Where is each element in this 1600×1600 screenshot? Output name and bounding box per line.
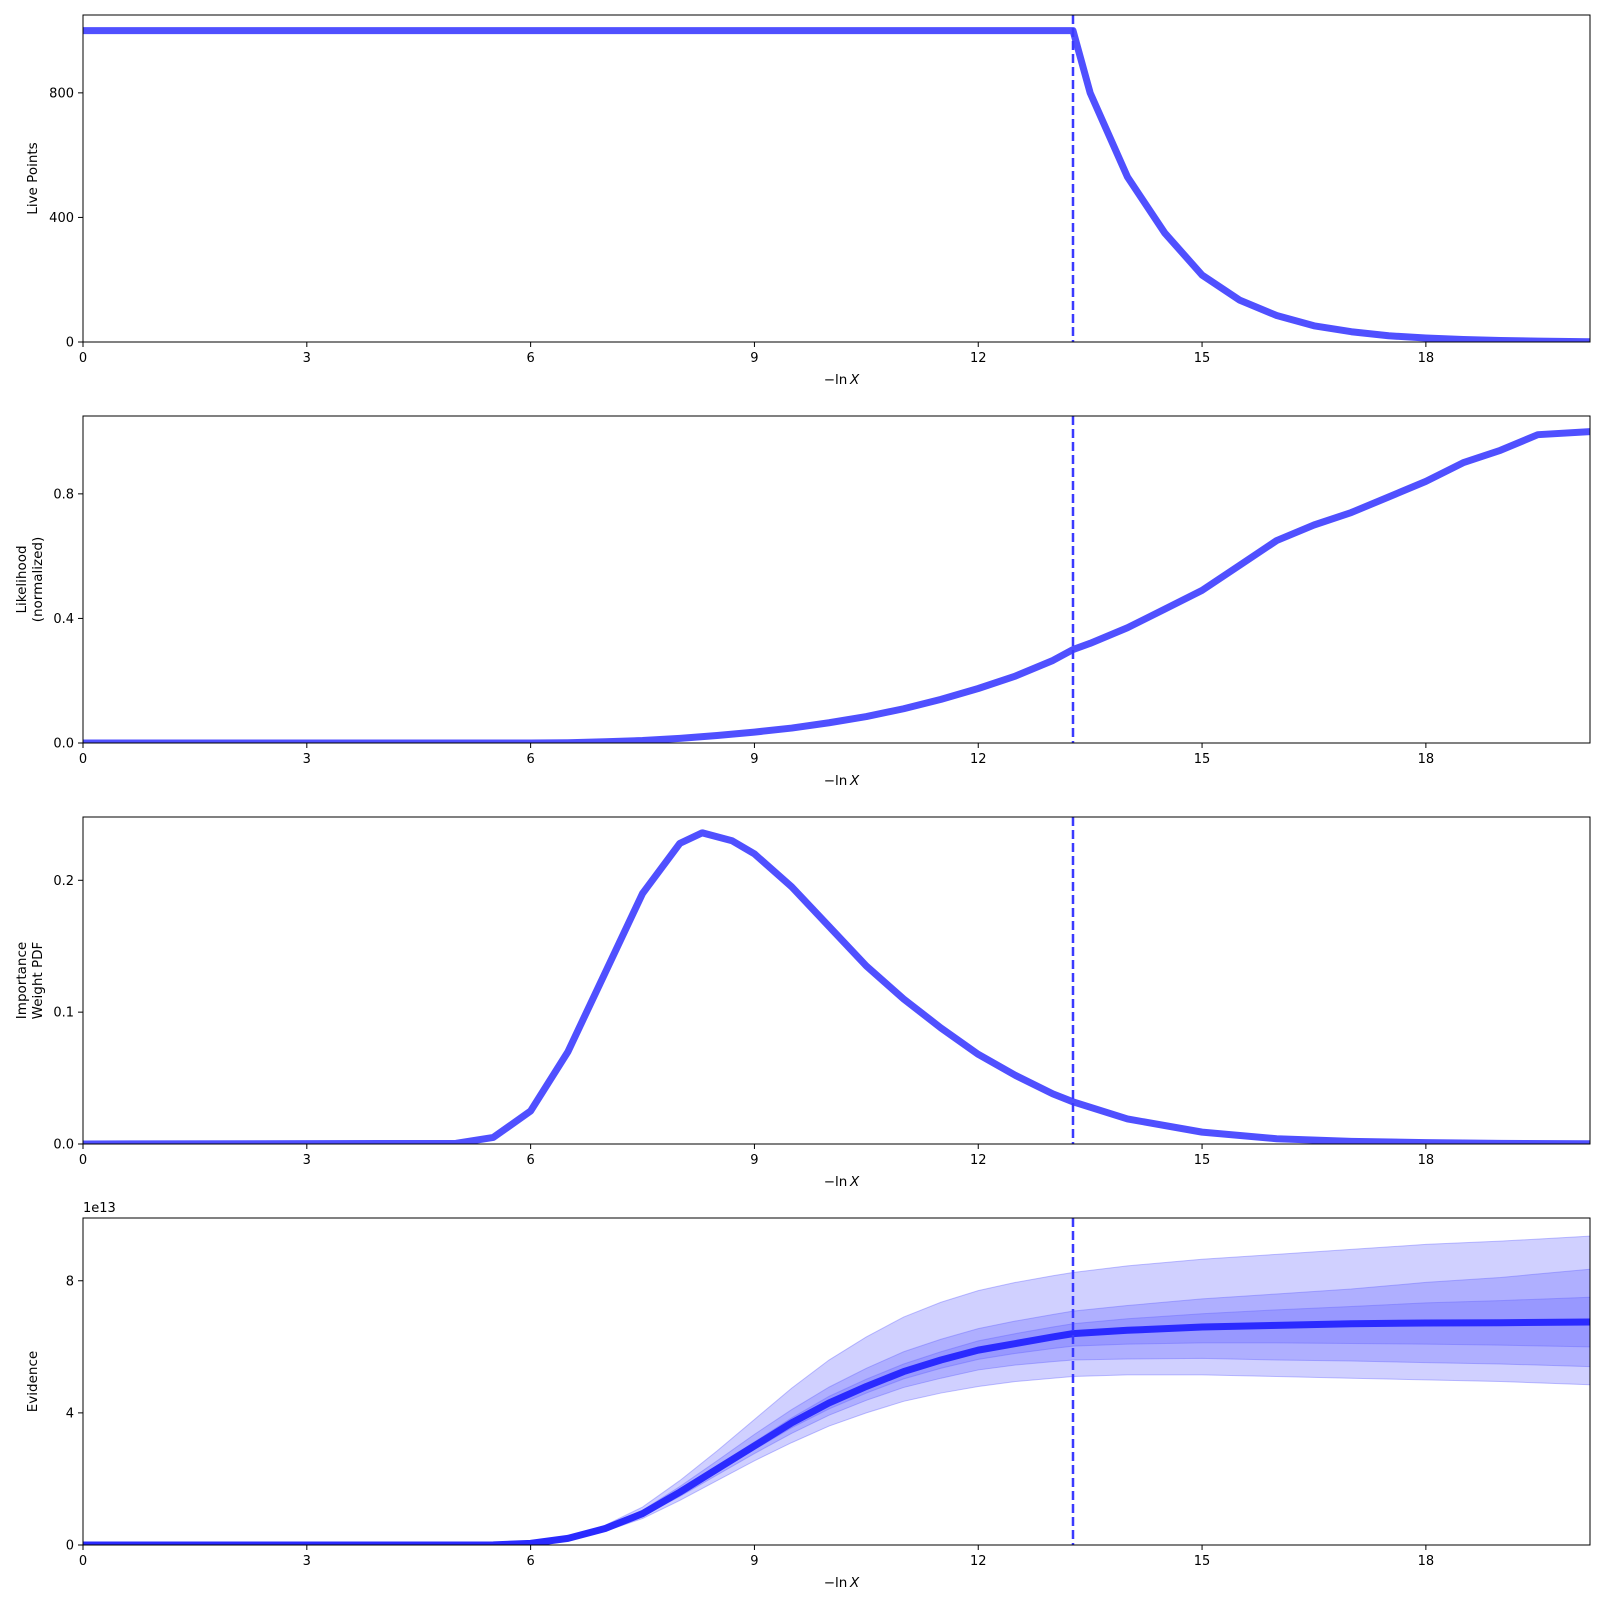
- x-tick-label: 15: [1194, 752, 1211, 767]
- x-tick-label: 18: [1418, 1554, 1435, 1569]
- y-tick-label: 0: [66, 1539, 74, 1554]
- x-tick-label: 9: [750, 1554, 758, 1569]
- evidence-median-line: [83, 1318, 1590, 1545]
- series-line-1: [83, 27, 1590, 342]
- y-tick-label: 0.2: [53, 874, 74, 889]
- x-tick-label: 3: [303, 752, 311, 767]
- axes-frame: [82, 14, 1591, 343]
- x-tick-label: 6: [526, 1153, 534, 1168]
- x-tick-label: 0: [79, 1554, 87, 1569]
- x-tick-label: 3: [303, 1554, 311, 1569]
- y-tick-label: 0.0: [53, 1138, 74, 1153]
- x-tick-label: 12: [970, 752, 987, 767]
- panel-4: 0 3 6 9 12 15 18 0 4 8 −ln X Evidence 1e13: [25, 1201, 1591, 1591]
- axes-frame: [82, 816, 1591, 1145]
- y-tick-label: 400: [49, 211, 74, 226]
- x-tick-label: 3: [303, 351, 311, 366]
- y-tick-label: 0: [66, 336, 74, 351]
- x-tick-label: 18: [1418, 1153, 1435, 1168]
- x-tick-label: 6: [526, 351, 534, 366]
- x-tick-label: 15: [1194, 351, 1211, 366]
- y-tick-label: 4: [66, 1406, 74, 1421]
- x-tick-label: 0: [79, 752, 87, 767]
- y-tick-label: 0.1: [53, 1006, 74, 1021]
- plot-area: [83, 1218, 1590, 1545]
- x-tick-label: 18: [1418, 351, 1435, 366]
- x-axis-label: −ln X: [824, 773, 860, 789]
- plot-area: [83, 817, 1590, 1144]
- x-tick-label: 0: [79, 1153, 87, 1168]
- y-tick-label: 0.4: [53, 612, 74, 627]
- x-tick-label: 3: [303, 1153, 311, 1168]
- x-tick-label: 6: [526, 1554, 534, 1569]
- plot-area: [83, 15, 1590, 342]
- plot-area: [83, 416, 1590, 743]
- x-tick-label: 0: [79, 351, 87, 366]
- panel-2: 0 3 6 9 12 15 18 0.0 0.4 0.8 −ln X Likelihood(norma…: [14, 415, 1591, 789]
- series-line-1: [83, 829, 1590, 1144]
- y-tick-label: 0.8: [53, 487, 74, 502]
- y-axis-label: Evidence: [25, 1351, 41, 1412]
- x-tick-label: 9: [750, 752, 758, 767]
- x-tick-label: 12: [970, 1153, 987, 1168]
- confidence-band-1: [83, 1235, 1590, 1545]
- confidence-band-2: [83, 1268, 1590, 1545]
- y-tick-label: 8: [66, 1274, 74, 1289]
- y-tick-label: 0.0: [53, 737, 74, 752]
- panel-1: 0 3 6 9 12 15 18 0 400 800 −ln X Live Points: [25, 14, 1591, 388]
- series-line-1: [83, 428, 1590, 743]
- x-tick-label: 12: [970, 351, 987, 366]
- x-tick-label: 18: [1418, 752, 1435, 767]
- x-tick-label: 9: [750, 1153, 758, 1168]
- y-offset-label: 1e13: [83, 1201, 116, 1216]
- x-tick-label: 15: [1194, 1554, 1211, 1569]
- y-axis-label: Live Points: [25, 142, 41, 214]
- y-axis-label: Likelihood(normalized): [14, 537, 46, 623]
- x-tick-label: 6: [526, 752, 534, 767]
- y-tick-label: 800: [49, 86, 74, 101]
- x-tick-label: 12: [970, 1554, 987, 1569]
- panel-3: 0 3 6 9 12 15 18 0.0 0.1 0.2 −ln X ImportanceWeight…: [14, 816, 1591, 1190]
- axes-frame: [82, 415, 1591, 744]
- axes-frame: [82, 1217, 1591, 1546]
- x-axis-label: −ln X: [824, 1174, 860, 1190]
- x-tick-label: 15: [1194, 1153, 1211, 1168]
- x-axis-label: −ln X: [824, 372, 860, 388]
- x-tick-label: 9: [750, 351, 758, 366]
- y-axis-label: ImportanceWeight PDF: [14, 942, 46, 1020]
- x-axis-label: −ln X: [824, 1575, 860, 1591]
